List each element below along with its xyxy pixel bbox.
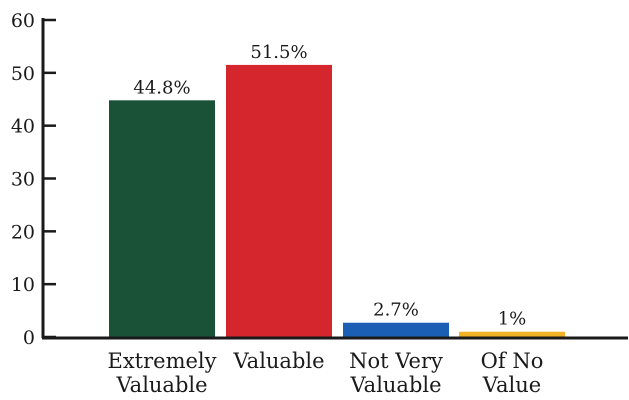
x-tick-label: Of No Value (481, 349, 544, 397)
y-tick-label: 10 (11, 274, 35, 296)
y-tick-label: 0 (23, 327, 35, 349)
y-tick-label: 20 (11, 221, 35, 243)
data-label: 44.8% (133, 77, 190, 98)
bar (109, 100, 215, 337)
data-label: 1% (498, 309, 527, 330)
y-tick-label: 60 (11, 10, 35, 32)
bar (343, 322, 449, 337)
bar (226, 64, 332, 338)
data-labels: 44.8% 51.5% 2.7% 1% (133, 42, 526, 330)
y-tick-label: 30 (11, 169, 35, 191)
x-tick-label: Not Very Valuable (349, 349, 443, 397)
bars (109, 64, 565, 338)
y-axis: 0 10 20 30 40 50 60 (11, 10, 56, 349)
y-tick-label: 40 (11, 116, 35, 138)
x-axis-labels: Extremely Valuable Valuable Not Very Valuabl… (108, 349, 544, 397)
x-tick-label: Valuable (232, 349, 324, 373)
data-label: 2.7% (373, 300, 419, 321)
y-tick-label: 50 (11, 63, 35, 85)
data-label: 51.5% (250, 42, 307, 63)
bar (459, 331, 565, 337)
x-tick-label: Extremely Valuable (108, 349, 217, 397)
